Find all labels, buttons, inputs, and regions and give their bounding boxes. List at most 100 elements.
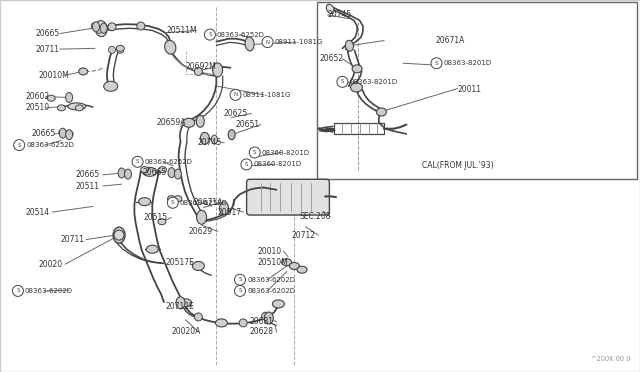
Circle shape <box>249 147 260 158</box>
Text: 20511M: 20511M <box>166 26 197 35</box>
Text: N: N <box>266 39 269 45</box>
Ellipse shape <box>139 198 150 206</box>
Ellipse shape <box>141 167 148 173</box>
Text: 20745: 20745 <box>197 138 221 147</box>
Circle shape <box>96 26 102 33</box>
Text: 08911-1081G: 08911-1081G <box>275 39 323 45</box>
Text: 20628: 20628 <box>250 327 274 336</box>
Ellipse shape <box>125 169 131 179</box>
Text: 20511: 20511 <box>76 182 100 190</box>
Ellipse shape <box>228 130 235 140</box>
Text: 08363-6202D: 08363-6202D <box>247 288 295 294</box>
Text: 20671A: 20671A <box>193 198 223 207</box>
Circle shape <box>137 22 145 30</box>
Circle shape <box>13 140 25 151</box>
Text: 20745: 20745 <box>328 10 352 19</box>
Text: 20629: 20629 <box>189 227 213 236</box>
Text: CAL(FROM JUL.'93): CAL(FROM JUL.'93) <box>422 161 494 170</box>
Ellipse shape <box>193 262 204 270</box>
Circle shape <box>239 319 247 327</box>
Ellipse shape <box>245 37 254 51</box>
Text: 20011: 20011 <box>458 85 481 94</box>
Ellipse shape <box>143 167 157 176</box>
Text: S: S <box>136 159 140 164</box>
Ellipse shape <box>159 167 166 173</box>
Ellipse shape <box>180 299 191 307</box>
Text: 20010M: 20010M <box>38 71 69 80</box>
Text: 08363-6252D: 08363-6252D <box>26 142 74 148</box>
Circle shape <box>204 29 216 40</box>
Circle shape <box>230 89 241 100</box>
Ellipse shape <box>168 196 175 202</box>
Ellipse shape <box>351 83 362 92</box>
Ellipse shape <box>76 105 83 111</box>
Text: 20712E: 20712E <box>165 302 194 311</box>
Ellipse shape <box>164 40 176 54</box>
Text: 20625: 20625 <box>224 109 248 118</box>
Ellipse shape <box>220 202 228 215</box>
Ellipse shape <box>326 4 334 14</box>
Ellipse shape <box>66 93 72 102</box>
Text: 20711: 20711 <box>61 235 84 244</box>
Text: 08363-8201D: 08363-8201D <box>444 60 492 66</box>
Circle shape <box>241 159 252 170</box>
Text: ^200K 00 0: ^200K 00 0 <box>591 356 630 362</box>
Text: 20665: 20665 <box>142 169 166 177</box>
Ellipse shape <box>289 263 300 269</box>
Text: 20517: 20517 <box>218 208 242 217</box>
Text: 20010: 20010 <box>257 247 282 256</box>
Ellipse shape <box>297 266 307 273</box>
Ellipse shape <box>176 297 185 309</box>
Ellipse shape <box>79 68 88 75</box>
Ellipse shape <box>264 312 273 324</box>
Ellipse shape <box>66 130 72 140</box>
Ellipse shape <box>196 115 204 127</box>
Text: 20712: 20712 <box>291 231 315 240</box>
Ellipse shape <box>93 22 99 32</box>
Text: 08363-6252D: 08363-6252D <box>145 159 193 165</box>
Text: 20659A: 20659A <box>157 118 186 127</box>
Ellipse shape <box>212 63 223 77</box>
Text: 08911-1081G: 08911-1081G <box>243 92 291 98</box>
Ellipse shape <box>175 169 181 179</box>
Text: 08363-6252D: 08363-6252D <box>217 32 265 38</box>
Text: S: S <box>208 32 212 37</box>
Text: 20692M: 20692M <box>186 62 216 71</box>
Ellipse shape <box>59 129 67 135</box>
Text: S: S <box>253 150 257 155</box>
Text: 20681: 20681 <box>250 317 274 326</box>
Ellipse shape <box>211 135 218 144</box>
Text: 20020: 20020 <box>38 260 63 269</box>
Circle shape <box>234 274 246 285</box>
Text: S: S <box>435 61 438 66</box>
Ellipse shape <box>196 210 207 224</box>
Text: 20514: 20514 <box>26 208 50 217</box>
Text: S: S <box>244 162 248 167</box>
Circle shape <box>195 313 202 321</box>
Ellipse shape <box>352 65 362 73</box>
Ellipse shape <box>346 40 353 51</box>
Text: 20510: 20510 <box>26 103 50 112</box>
Text: 08360-8201D: 08360-8201D <box>262 150 310 155</box>
Text: 20665: 20665 <box>76 170 100 179</box>
Circle shape <box>109 46 115 53</box>
Text: 20020A: 20020A <box>172 327 201 336</box>
Ellipse shape <box>273 300 284 308</box>
Text: 08363-6252D: 08363-6252D <box>180 200 228 206</box>
Circle shape <box>132 156 143 167</box>
Circle shape <box>195 67 202 76</box>
Ellipse shape <box>158 219 166 225</box>
Text: S: S <box>238 277 242 282</box>
Circle shape <box>234 285 246 296</box>
Text: SEC.208: SEC.208 <box>300 212 331 221</box>
Ellipse shape <box>58 105 65 111</box>
Circle shape <box>12 285 24 296</box>
Ellipse shape <box>100 23 107 33</box>
Text: 08363-6202D: 08363-6202D <box>247 277 295 283</box>
Circle shape <box>117 46 124 53</box>
Text: 20665: 20665 <box>32 129 56 138</box>
Circle shape <box>262 36 273 48</box>
Circle shape <box>337 76 348 87</box>
Text: 20671A: 20671A <box>435 36 465 45</box>
Ellipse shape <box>116 45 124 51</box>
